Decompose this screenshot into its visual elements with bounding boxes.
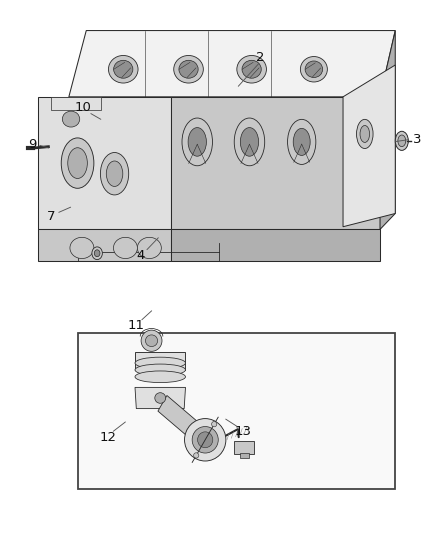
Ellipse shape (360, 125, 370, 142)
Text: 7: 7 (47, 209, 56, 223)
Ellipse shape (61, 138, 94, 188)
Ellipse shape (198, 432, 213, 448)
Ellipse shape (135, 357, 185, 369)
Polygon shape (158, 395, 210, 448)
Text: 9: 9 (28, 138, 37, 151)
Ellipse shape (179, 60, 198, 78)
Polygon shape (343, 65, 395, 227)
Text: 12: 12 (99, 431, 117, 444)
Ellipse shape (174, 55, 203, 83)
Ellipse shape (240, 127, 258, 156)
Text: 10: 10 (75, 101, 92, 114)
Ellipse shape (100, 152, 129, 195)
Polygon shape (51, 97, 102, 110)
Text: 13: 13 (234, 425, 251, 439)
Ellipse shape (155, 393, 166, 403)
Ellipse shape (234, 118, 265, 166)
Ellipse shape (92, 247, 102, 260)
Polygon shape (171, 229, 380, 261)
Ellipse shape (68, 148, 87, 179)
Polygon shape (135, 387, 185, 409)
Ellipse shape (212, 422, 217, 427)
Ellipse shape (182, 118, 212, 166)
Text: 4: 4 (137, 249, 145, 262)
Polygon shape (39, 97, 171, 229)
Bar (78, 333, 395, 489)
Ellipse shape (106, 161, 123, 187)
Ellipse shape (237, 55, 266, 83)
Text: 3: 3 (413, 133, 421, 146)
Ellipse shape (113, 237, 138, 259)
Ellipse shape (145, 335, 158, 346)
Ellipse shape (398, 135, 406, 147)
Ellipse shape (62, 111, 80, 127)
Ellipse shape (293, 128, 310, 156)
Ellipse shape (109, 55, 138, 83)
Bar (234, 441, 254, 454)
Ellipse shape (135, 371, 185, 383)
Ellipse shape (288, 119, 316, 165)
Ellipse shape (357, 119, 373, 149)
Bar (240, 453, 249, 458)
Ellipse shape (188, 127, 206, 156)
Ellipse shape (395, 131, 408, 150)
Ellipse shape (113, 60, 133, 78)
Text: 11: 11 (128, 319, 145, 333)
Ellipse shape (242, 60, 261, 78)
Ellipse shape (184, 418, 226, 461)
Ellipse shape (300, 56, 327, 82)
Polygon shape (135, 352, 185, 370)
Polygon shape (39, 229, 171, 261)
Polygon shape (380, 30, 395, 229)
Ellipse shape (305, 61, 323, 77)
Polygon shape (69, 30, 395, 97)
Ellipse shape (141, 330, 162, 351)
Ellipse shape (135, 364, 185, 376)
Ellipse shape (192, 426, 218, 453)
Ellipse shape (94, 250, 100, 257)
Polygon shape (171, 97, 380, 229)
Ellipse shape (138, 237, 161, 259)
Ellipse shape (194, 453, 199, 458)
Ellipse shape (70, 237, 94, 259)
Text: 2: 2 (256, 51, 265, 63)
